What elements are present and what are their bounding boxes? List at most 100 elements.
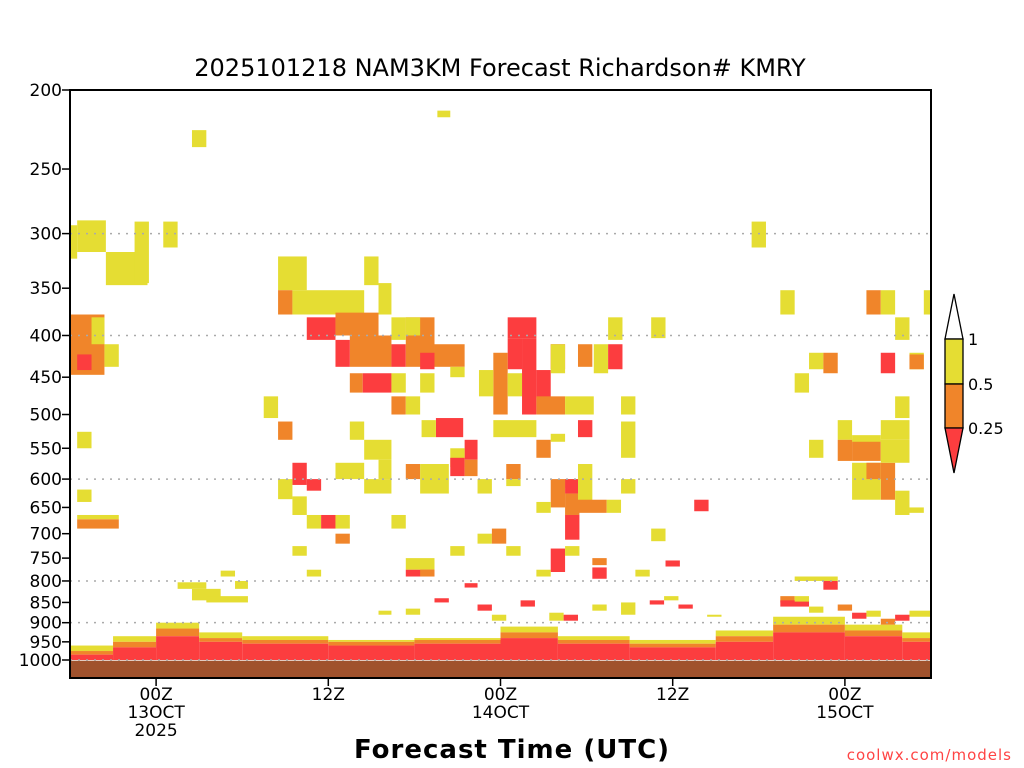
legend-label: 0.25	[968, 419, 1004, 438]
cell-orange	[335, 533, 350, 544]
bl-cell-orange	[113, 641, 157, 648]
credit-link[interactable]: coolwx.com/models	[847, 746, 1012, 764]
x-tick-label: 12Z	[656, 685, 689, 705]
cell-yellow	[450, 546, 465, 556]
bl-cell-yellow	[199, 632, 243, 639]
cell-orange	[866, 290, 881, 315]
bl-cell-yellow	[500, 626, 558, 633]
cell-yellow	[593, 344, 609, 374]
cell-yellow	[306, 514, 322, 529]
cell-orange	[550, 479, 566, 508]
y-tick-label: 550	[30, 439, 62, 459]
cell-yellow	[335, 514, 350, 529]
bl-cell-red	[629, 647, 716, 660]
cell-yellow	[794, 596, 810, 602]
cell-red	[77, 354, 92, 371]
cell-red	[895, 614, 910, 621]
cell-yellow	[923, 290, 931, 315]
cell-orange	[391, 396, 406, 415]
cell-yellow	[606, 499, 622, 513]
cell-orange	[77, 519, 119, 529]
cell-yellow	[335, 462, 365, 480]
cell-yellow	[378, 283, 392, 315]
cell-yellow	[77, 220, 106, 253]
cell-yellow	[621, 602, 636, 615]
cell-orange	[837, 604, 853, 611]
bl-cell-red	[70, 654, 114, 660]
cell-red	[608, 344, 623, 370]
y-tick-label: 350	[30, 279, 62, 299]
y-tick-label: 700	[30, 525, 62, 545]
cell-red	[464, 583, 478, 588]
y-tick-label: 600	[30, 470, 62, 490]
cell-yellow	[104, 344, 119, 367]
cell-yellow	[550, 433, 566, 442]
cell-yellow	[565, 546, 580, 556]
cell-yellow	[493, 420, 537, 438]
bl-cell-yellow	[844, 624, 903, 631]
cell-red	[694, 499, 709, 512]
bl-cell-orange	[629, 643, 716, 648]
cell-yellow	[220, 570, 236, 577]
cell-yellow	[707, 614, 722, 617]
legend-swatch-yellow	[944, 338, 964, 385]
cell-yellow	[364, 439, 392, 460]
bl-cell-orange	[156, 628, 200, 637]
cell-red	[520, 600, 535, 607]
cell-yellow	[391, 317, 406, 340]
bl-cell-orange	[242, 639, 329, 644]
cell-yellow	[420, 464, 449, 494]
bl-cell-orange	[715, 636, 774, 642]
cell-yellow	[536, 501, 551, 513]
cell-yellow	[651, 317, 666, 339]
cell-red	[550, 548, 566, 573]
cell-orange	[577, 344, 593, 367]
cell-yellow	[794, 576, 838, 581]
bl-cell-red	[242, 643, 329, 660]
legend-label: 1	[968, 330, 978, 349]
bl-cell-yellow	[156, 622, 200, 629]
bl-cell-red	[199, 641, 243, 660]
cell-yellow	[880, 290, 896, 315]
x-tick-label: 14OCT	[472, 703, 530, 723]
cell-yellow	[592, 604, 607, 611]
cell-yellow	[235, 580, 248, 589]
x-axis-label: Forecast Time (UTC)	[354, 735, 670, 765]
cell-yellow	[77, 431, 92, 449]
cell-orange	[349, 373, 363, 393]
cell-yellow	[163, 221, 178, 248]
cell-yellow	[507, 373, 523, 397]
bl-cell-red	[328, 645, 415, 660]
cell-yellow	[263, 396, 279, 419]
cell-orange	[493, 352, 508, 415]
cell-red	[306, 317, 336, 340]
cell-yellow	[895, 490, 910, 515]
cell-yellow	[477, 533, 492, 544]
cell-yellow	[549, 612, 564, 621]
y-tick-label: 500	[30, 406, 62, 426]
cell-yellow	[809, 352, 824, 370]
cell-yellow	[77, 514, 119, 520]
cell-yellow	[880, 439, 910, 463]
bl-cell-orange	[70, 651, 114, 655]
cell-orange	[866, 462, 881, 480]
cell-yellow	[909, 610, 931, 617]
chart-title: 2025101218 NAM3KM Forecast Richardson# K…	[194, 54, 806, 82]
cell-yellow	[577, 464, 593, 502]
cell-orange	[420, 569, 435, 577]
cell-orange	[278, 290, 293, 315]
cell-orange	[464, 459, 478, 477]
bl-cell-red	[414, 643, 501, 660]
cell-red	[678, 604, 693, 609]
cell-red	[464, 439, 478, 460]
cell-yellow	[565, 396, 594, 415]
y-tick-label: 950	[30, 633, 62, 653]
cell-yellow	[794, 373, 810, 393]
cell-yellow	[77, 489, 92, 502]
cell-yellow	[477, 479, 492, 494]
cell-red	[852, 612, 867, 619]
cell-yellow	[751, 221, 766, 248]
cell-red	[649, 600, 665, 605]
bl-cell-yellow	[902, 632, 931, 639]
